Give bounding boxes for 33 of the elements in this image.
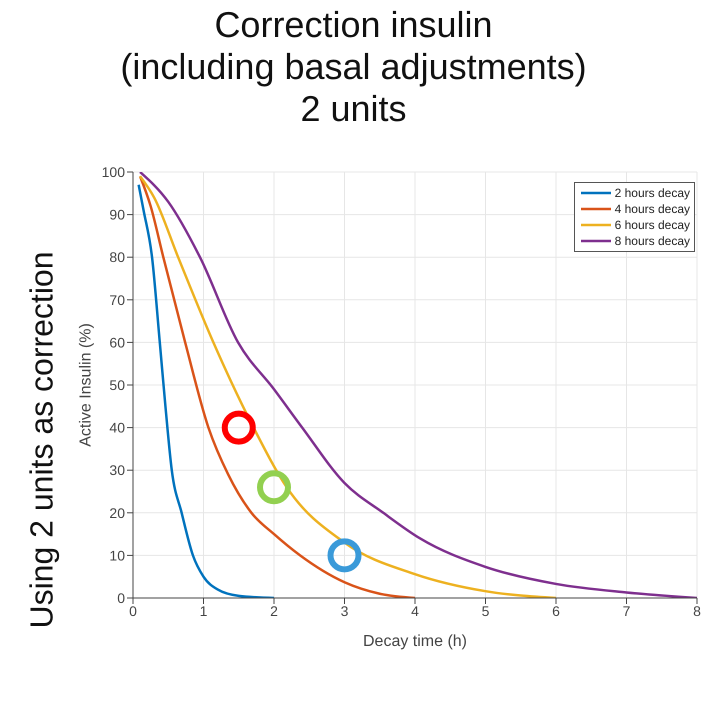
x-tick-label: 8: [693, 602, 702, 619]
point: [222, 410, 256, 445]
line-series: [138, 175, 416, 598]
point: [257, 470, 291, 504]
point: [328, 538, 362, 572]
text: Using 2 units as correction: [24, 251, 60, 629]
x-tick-label: 4: [411, 602, 420, 619]
x-tick-label: 0: [129, 602, 138, 619]
legend-label: 8 hours decay: [614, 233, 690, 249]
legend-label: 6 hours decay: [614, 217, 690, 233]
x-tick-label: 6: [552, 602, 560, 619]
line-series: [137, 184, 276, 598]
y-tick-label: 60: [109, 334, 126, 350]
chart-title: Correction insulin (including basal adjustments) 2 units: [119, 4, 588, 130]
y-tick-label: 90: [109, 206, 126, 223]
y-tick-label: 30: [109, 462, 126, 478]
legend-label: 2 hours decay: [614, 185, 690, 201]
x-tick-label: 7: [622, 602, 631, 619]
y-tick-label: 40: [109, 420, 126, 436]
x-tick-label: 2: [270, 602, 278, 619]
y-tick-label: 50: [109, 376, 126, 393]
y-tick-label: 70: [109, 292, 126, 308]
y-axis-title: Active Insulin (%): [78, 323, 95, 447]
y-tick-label: 10: [109, 547, 126, 564]
x-tick-label: 3: [340, 602, 349, 619]
x-tick-label: 5: [482, 602, 490, 619]
legend-label: 4 hours decay: [614, 201, 690, 217]
y-tick-label: 0: [117, 590, 126, 606]
y-tick-label: 100: [102, 164, 126, 180]
x-axis-title: Decay time (h): [362, 633, 468, 650]
x-tick-label: 1: [200, 602, 208, 619]
y-tick-label: 20: [109, 504, 126, 521]
y-tick-label: 80: [109, 249, 126, 266]
